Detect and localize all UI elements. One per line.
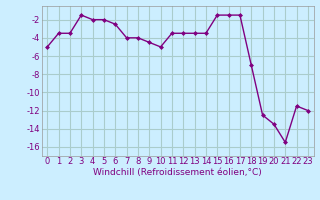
- X-axis label: Windchill (Refroidissement éolien,°C): Windchill (Refroidissement éolien,°C): [93, 168, 262, 177]
